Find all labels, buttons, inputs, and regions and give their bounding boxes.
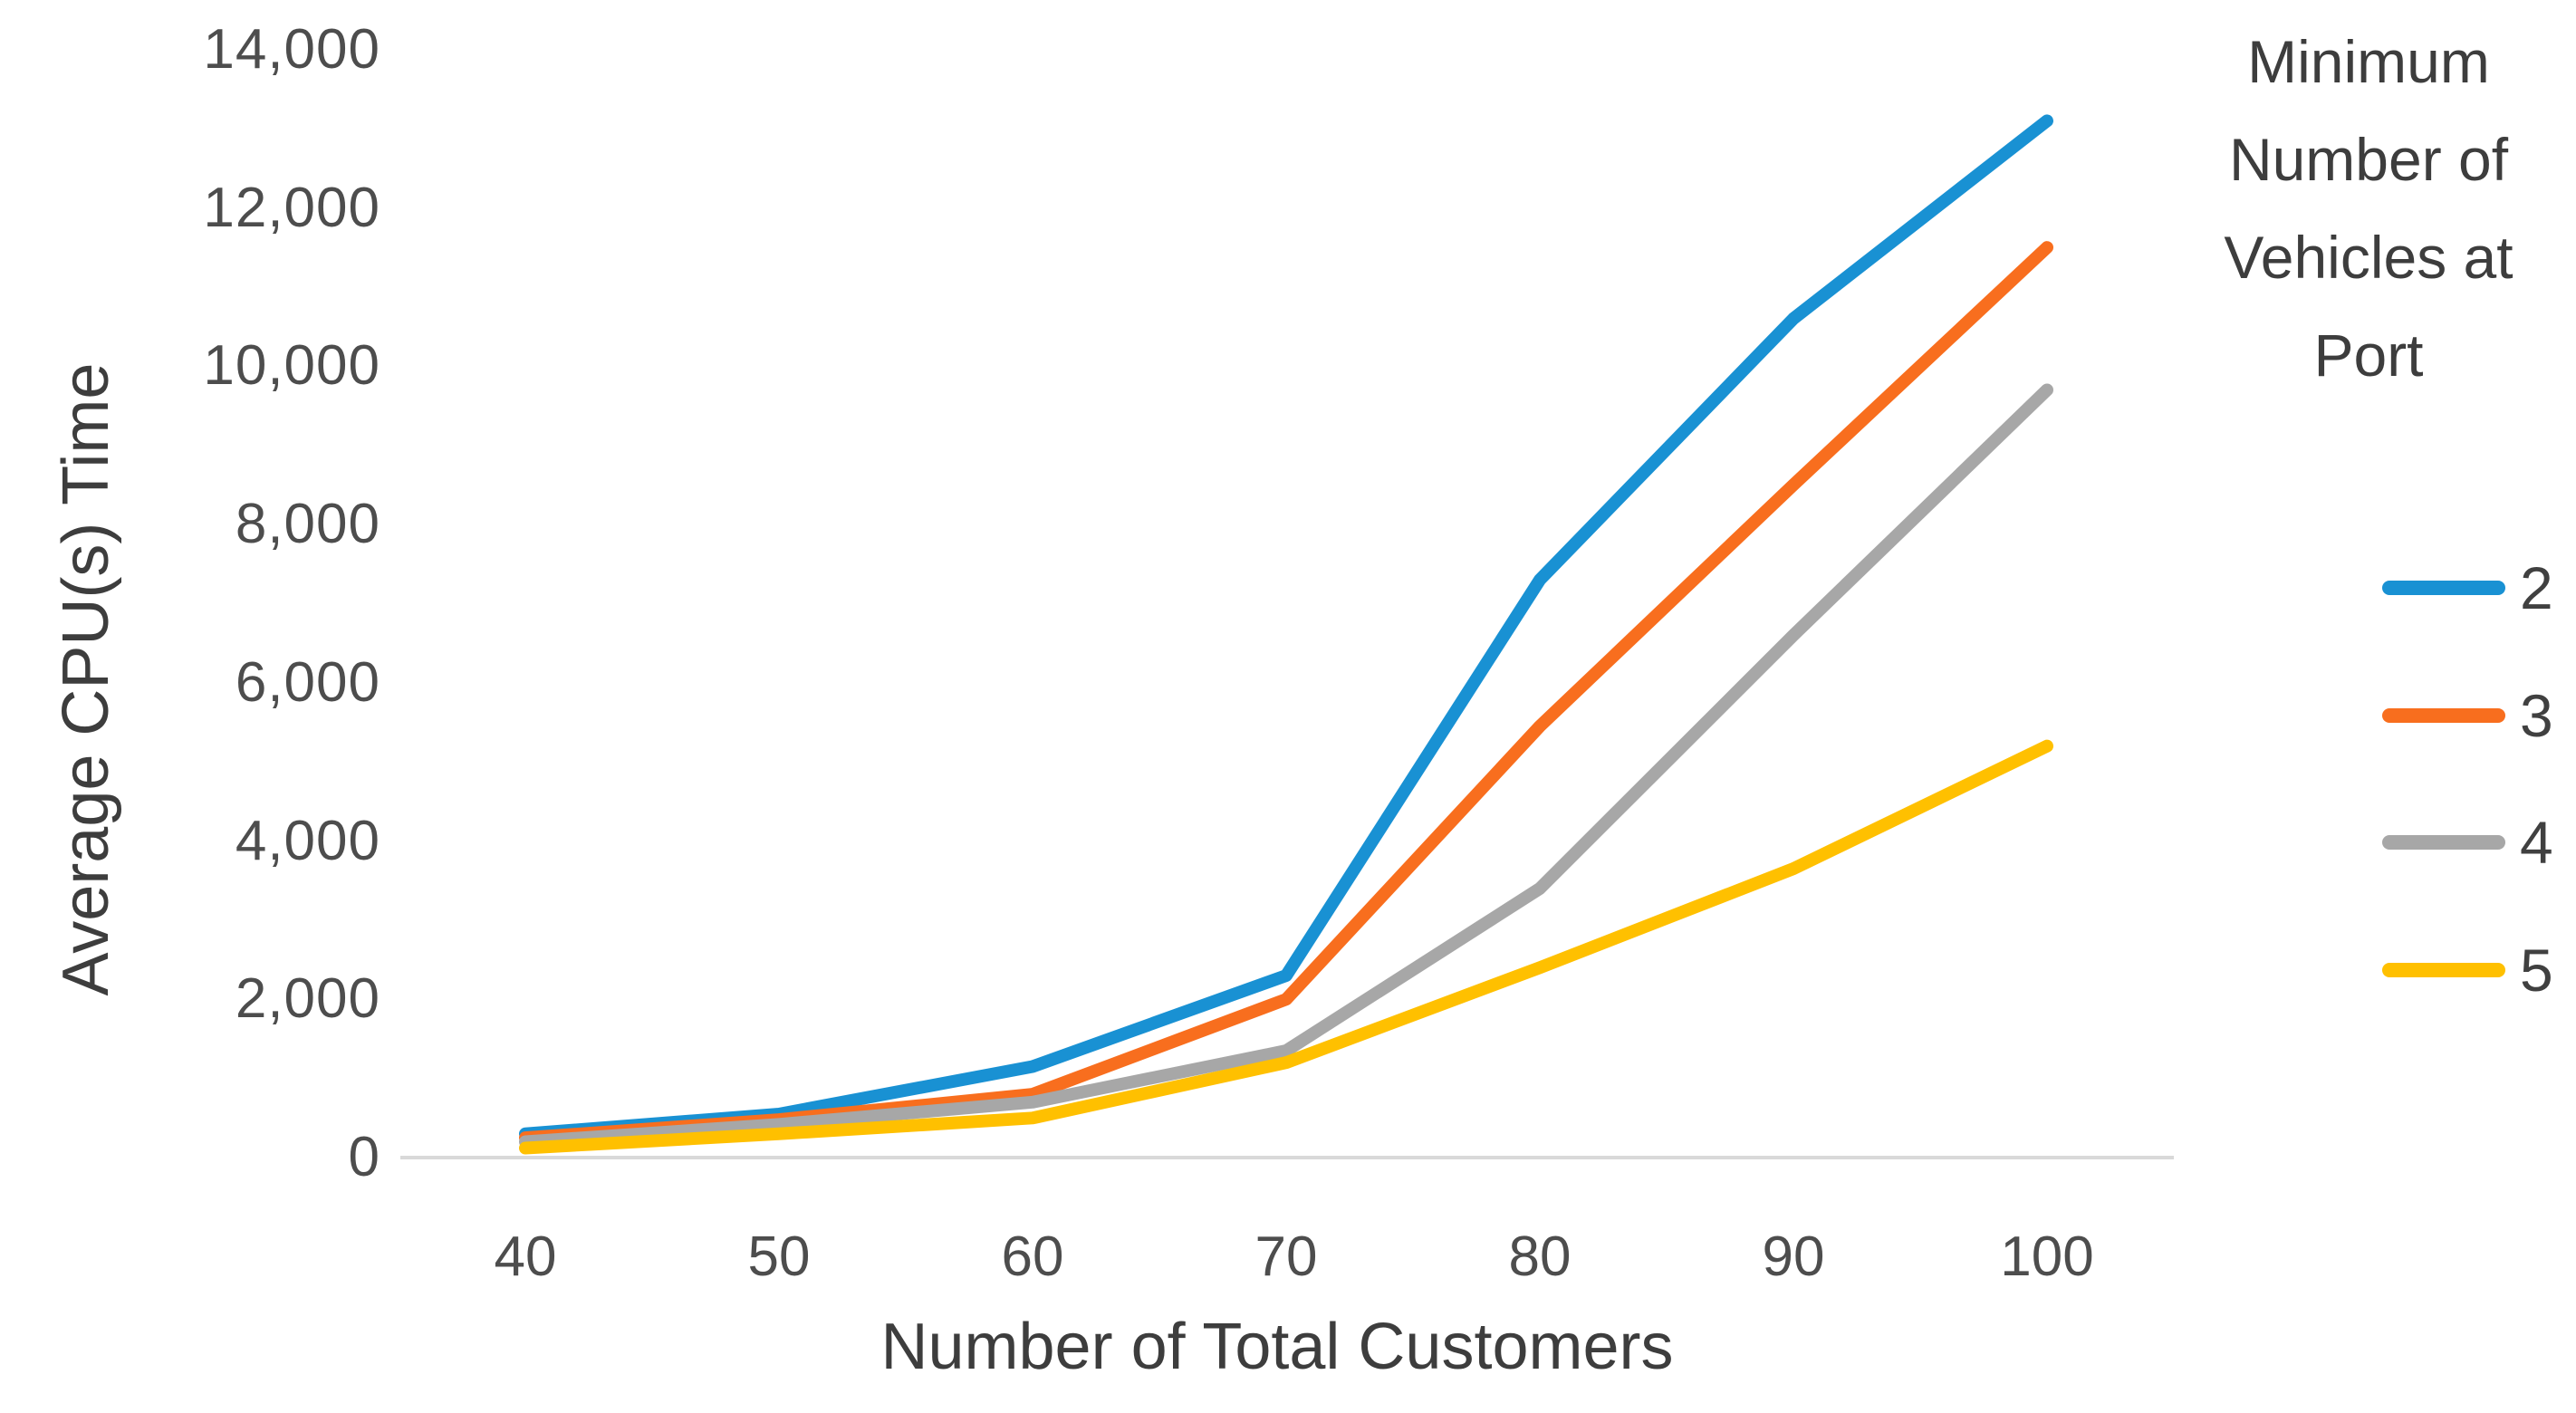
series-line-5 <box>519 739 2053 1155</box>
legend-item-label: 4 <box>2520 809 2553 876</box>
y-tick-label: 8,000 <box>235 493 380 555</box>
y-tick-label: 10,000 <box>203 334 380 398</box>
legend-item-label: 2 <box>2520 554 2553 621</box>
legend-swatch-line <box>2382 835 2505 850</box>
legend-title: Minimum Number of Vehicles at Port <box>2224 28 2514 389</box>
x-tick-label: 90 <box>1762 1226 1825 1288</box>
series-line-4 <box>519 383 2053 1149</box>
y-tick-label: 2,000 <box>235 967 380 1031</box>
y-tick-label: 14,000 <box>203 17 380 81</box>
y-tick-label: 4,000 <box>235 809 380 872</box>
legend-swatch-line <box>2382 707 2505 723</box>
x-tick-label: 50 <box>747 1226 811 1288</box>
x-tick-label: 70 <box>1254 1226 1318 1288</box>
x-tick-label: 60 <box>1001 1226 1064 1288</box>
y-tick-label: 12,000 <box>203 176 380 239</box>
x-axis-title: Number of Total Customers <box>880 1311 1674 1383</box>
x-tick-label: 40 <box>494 1226 557 1288</box>
legend-item-label: 5 <box>2520 936 2553 1004</box>
x-tick-label: 80 <box>1508 1226 1572 1288</box>
series-line-3 <box>519 241 2053 1145</box>
legend-swatch-line <box>2382 581 2505 595</box>
legend-item-label: 3 <box>2520 681 2553 749</box>
y-axis-title: Average CPU(s) Time <box>50 362 122 996</box>
legend-swatch-line <box>2382 962 2505 977</box>
series-line-2 <box>519 114 2053 1140</box>
x-tick-label: 100 <box>2000 1226 2094 1288</box>
y-tick-label: 6,000 <box>235 650 380 714</box>
y-tick-label: 0 <box>348 1126 380 1188</box>
